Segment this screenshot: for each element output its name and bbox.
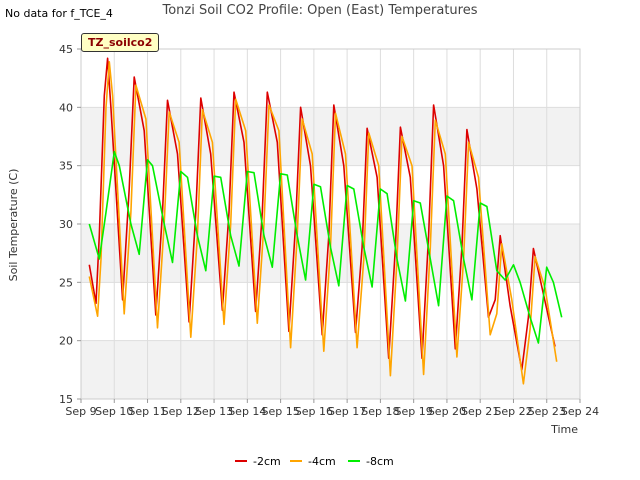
y-tick-label: 45 [59,43,73,56]
x-tick-label: Sep 13 [195,405,233,418]
x-tick-label: Sep 24 [561,405,599,418]
x-tick-label: Sep 21 [461,405,499,418]
x-tick-label: Sep 16 [295,405,333,418]
x-tick-label: Sep 10 [95,405,133,418]
x-tick-label: Sep 12 [162,405,200,418]
x-tick-label: Sep 14 [228,405,266,418]
y-tick-label: 40 [59,101,73,114]
legend-label: -2cm [253,455,281,468]
series-line-8cmcm [88,150,563,344]
x-tick-label: Sep 11 [128,405,166,418]
legend: -2cm -4cm -8cm [235,455,394,468]
x-tick-label: Sep 22 [494,405,532,418]
plot-band [81,107,580,166]
x-tick-label: Sep 23 [528,405,566,418]
legend-label: -4cm [308,455,336,468]
y-tick-label: 30 [59,218,73,231]
x-tick-label: Sep 18 [361,405,399,418]
x-axis-label: Time [550,423,578,436]
chart-title: Tonzi Soil CO2 Profile: Open (East) Temp… [162,3,478,18]
x-tick-label: Sep 19 [395,405,433,418]
series-lines [88,57,563,385]
x-tick-label: Sep 17 [328,405,366,418]
x-tick-label: Sep 15 [261,405,299,418]
y-axis-ticks: 15 20 25 30 35 40 45 [59,43,81,406]
y-tick-label: 35 [59,160,73,173]
x-tick-label: Sep 20 [428,405,466,418]
y-axis-label: Soil Temperature (C) [7,169,20,282]
site-badge: TZ_soilco2 [81,33,160,52]
plot-band [81,340,580,399]
plot-band [81,49,580,108]
y-tick-label: 25 [59,276,73,289]
y-tick-label: 15 [59,393,73,406]
no-data-note: No data for f_TCE_4 [5,7,113,20]
series-line-4cmcm [88,60,558,385]
legend-label: -8cm [366,455,394,468]
x-tick-label: Sep 9 [65,405,96,418]
y-tick-label: 20 [59,335,73,348]
